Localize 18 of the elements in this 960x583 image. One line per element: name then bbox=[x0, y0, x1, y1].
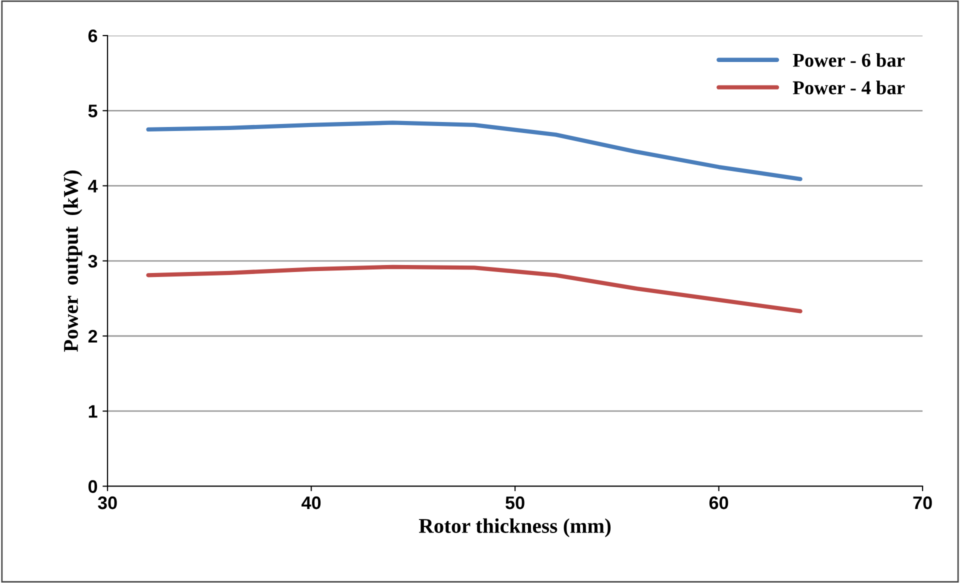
legend-label: Power - 4 bar bbox=[792, 80, 905, 94]
line-series bbox=[146, 264, 802, 314]
x-tick-label: 50 bbox=[506, 496, 524, 510]
x-tick-label: 40 bbox=[302, 496, 321, 510]
x-tick-label: 30 bbox=[98, 496, 117, 510]
legend-label: Power - 6 bar bbox=[792, 53, 905, 67]
y-tick-label: 6 bbox=[88, 29, 98, 42]
x-tick-label: 60 bbox=[709, 496, 728, 510]
y-axis-title: Power output (kW) bbox=[63, 170, 82, 352]
y-tick-label: 3 bbox=[88, 254, 98, 268]
x-axis-title: Rotor thickness (mm) bbox=[418, 518, 611, 538]
y-tick-label: 4 bbox=[88, 180, 98, 192]
y-tick-label: 0 bbox=[88, 480, 98, 493]
x-tick-label: 70 bbox=[913, 496, 932, 510]
y-tick-label: 5 bbox=[88, 104, 98, 118]
y-tick-label: 2 bbox=[88, 330, 98, 343]
y-tick-label: 1 bbox=[88, 405, 98, 418]
line-series bbox=[146, 120, 802, 182]
